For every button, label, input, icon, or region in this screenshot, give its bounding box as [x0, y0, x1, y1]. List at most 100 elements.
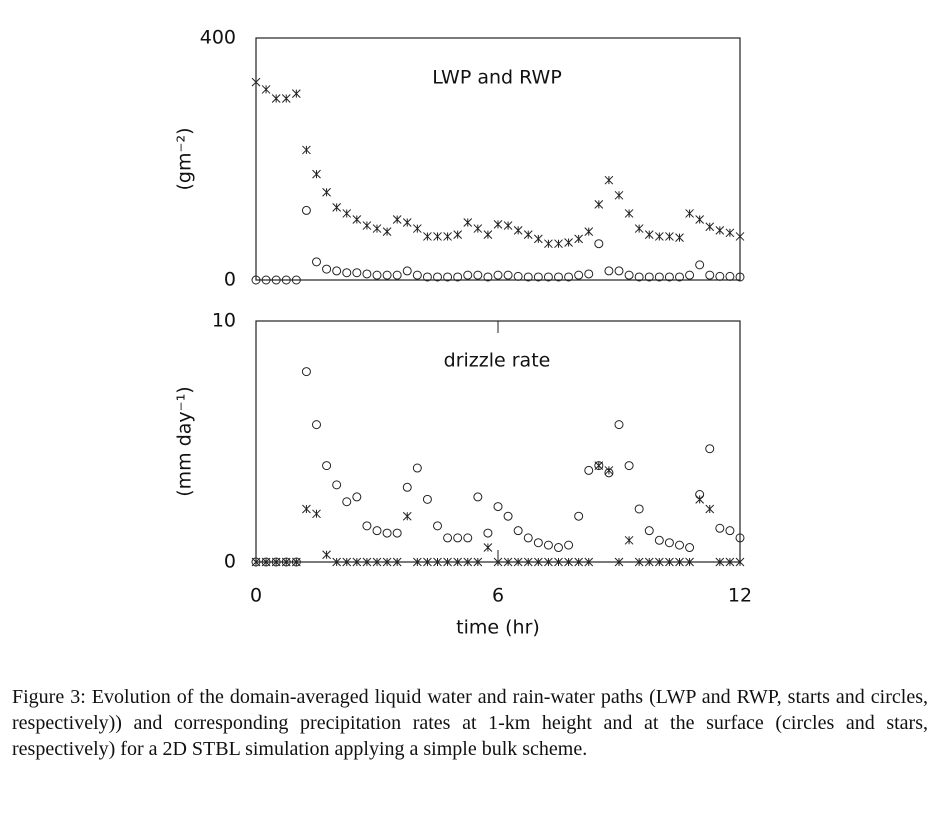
star-point: [644, 230, 654, 239]
circle-point: [271, 275, 281, 285]
circle-point: [685, 270, 695, 280]
y-tick-label: 0: [224, 551, 236, 573]
y-tick-label: 400: [200, 27, 236, 49]
star-point: [715, 557, 725, 567]
star-point: [675, 557, 684, 567]
star-point: [735, 557, 745, 567]
y-axis-label: (mm day⁻¹): [174, 386, 196, 496]
star-point: [624, 209, 634, 218]
star-point: [634, 224, 644, 233]
circle-point: [533, 272, 543, 282]
circle-point: [473, 492, 483, 502]
circle-point: [523, 533, 533, 543]
star-point: [271, 557, 281, 567]
circle-point: [513, 526, 523, 536]
annotation: LWP and RWP: [432, 67, 562, 89]
x-tick-label: 0: [250, 585, 262, 607]
star-point: [473, 557, 483, 567]
circle-point: [644, 272, 654, 282]
star-point: [665, 232, 674, 241]
star-point: [624, 535, 634, 545]
circle-point: [715, 271, 725, 281]
circle-point: [675, 272, 684, 282]
circle-point: [301, 205, 311, 215]
circle-point: [382, 270, 392, 280]
circle-point: [493, 502, 503, 512]
star-point: [493, 219, 503, 229]
star-point: [705, 222, 715, 232]
circle-point: [705, 444, 715, 454]
circle-point: [624, 461, 634, 471]
circle-point: [412, 270, 422, 280]
star-point: [644, 557, 654, 567]
x-tick-label: 6: [492, 585, 504, 607]
star-point: [352, 557, 362, 567]
circle-point: [433, 272, 442, 282]
plot-frame: [255, 37, 741, 281]
circle-point: [463, 533, 473, 543]
star-point: [533, 557, 543, 567]
star-point: [372, 557, 382, 567]
circle-point: [352, 268, 362, 278]
star-point: [382, 557, 392, 567]
star-point: [473, 224, 483, 233]
star-point: [423, 232, 432, 241]
star-point: [312, 169, 321, 179]
circle-point: [422, 272, 432, 282]
star-point: [523, 230, 533, 239]
star-point: [685, 209, 694, 218]
circle-point: [352, 492, 362, 502]
star-point: [594, 461, 604, 470]
star-point: [554, 239, 563, 249]
annotation: drizzle rate: [444, 350, 551, 372]
circle-point: [634, 504, 644, 514]
circle-point: [614, 420, 624, 430]
circle-point: [453, 272, 463, 282]
star-point: [725, 228, 735, 238]
star-point: [574, 557, 584, 567]
circle-point: [443, 272, 453, 282]
circle-point: [574, 270, 584, 280]
star-point: [554, 557, 563, 567]
star-point: [392, 215, 402, 224]
star-point: [322, 550, 331, 560]
star-point: [503, 221, 513, 230]
y-axis-label: (gm⁻²): [174, 127, 196, 190]
circle-point: [564, 272, 574, 282]
star-point: [291, 89, 301, 99]
circle-point: [554, 543, 563, 553]
star-point: [453, 557, 463, 567]
star-point: [503, 557, 513, 567]
star-point: [483, 543, 493, 552]
star-point: [735, 232, 745, 241]
star-point: [402, 511, 412, 521]
circle-point: [594, 239, 604, 249]
star-point: [665, 557, 674, 567]
circle-point: [644, 526, 654, 536]
star-point: [372, 224, 382, 233]
star-point: [584, 557, 594, 567]
circle-point: [584, 465, 594, 475]
circle-point: [322, 461, 332, 471]
star-point: [695, 215, 705, 224]
circle-point: [503, 511, 513, 521]
star-point: [271, 94, 281, 103]
circle-point: [735, 272, 745, 282]
star-point: [443, 232, 452, 241]
star-point: [342, 209, 352, 218]
star-point: [392, 557, 402, 567]
circle-point: [624, 270, 634, 280]
star-point: [594, 200, 604, 209]
star-point: [302, 504, 311, 514]
star-point: [332, 557, 342, 567]
circle-point: [715, 523, 725, 533]
star-point: [261, 557, 271, 567]
circle-point: [342, 497, 352, 507]
star-point: [533, 234, 543, 244]
star-point: [634, 557, 644, 567]
circle-point: [634, 272, 644, 282]
circle-point: [433, 521, 442, 531]
star-point: [654, 557, 664, 567]
circle-point: [554, 272, 563, 282]
star-point: [685, 557, 694, 567]
